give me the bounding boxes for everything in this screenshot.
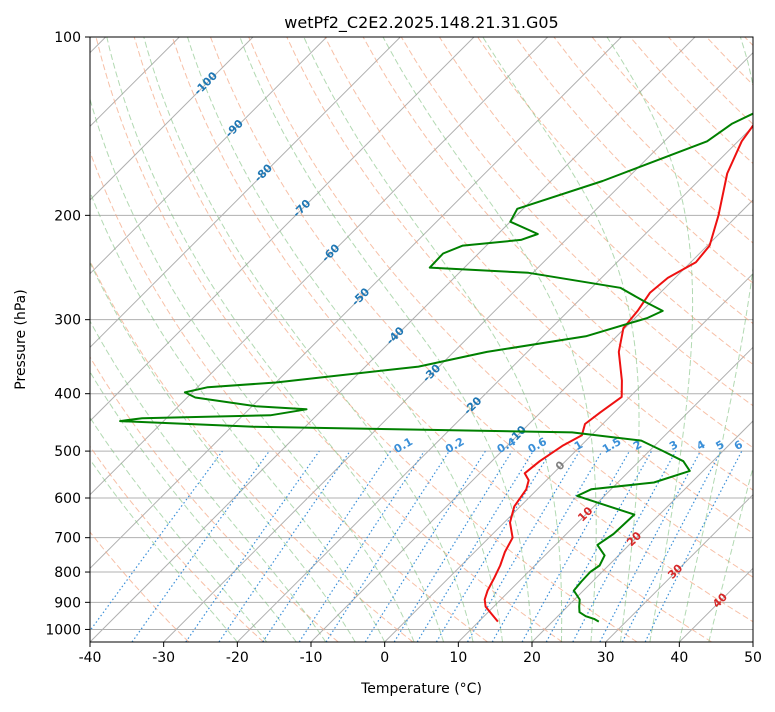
mixing-ratio-label: 0.2 xyxy=(443,435,466,456)
isotherm-gridline xyxy=(0,37,327,642)
mixing-ratio-line xyxy=(522,451,629,642)
y-tick-label: 500 xyxy=(54,444,81,460)
isotherm-gridline xyxy=(0,37,253,642)
moist-adiabat-line xyxy=(22,37,355,642)
x-tick-label: 0 xyxy=(380,650,389,666)
moist-adiabat-line xyxy=(0,37,237,642)
x-tick-label: 50 xyxy=(744,650,762,666)
y-tick-label: 300 xyxy=(54,313,81,329)
mixing-ratio-line xyxy=(263,451,391,642)
dry-adiabat-label: 40 xyxy=(710,590,730,610)
x-tick-label: 20 xyxy=(523,650,541,666)
y-tick-label: 900 xyxy=(54,595,81,611)
mixing-ratio-line xyxy=(417,451,533,642)
x-tick-label: 10 xyxy=(449,650,467,666)
dry-adiabat-line xyxy=(58,37,488,642)
mixing-ratio-label: 8 xyxy=(760,438,773,453)
isotherm-gridline xyxy=(16,37,621,642)
dry-adiabat-line xyxy=(745,37,775,642)
y-tick-label: 1000 xyxy=(45,622,81,638)
dry-adiabat-label: 10 xyxy=(575,504,595,524)
dry-adiabat-line xyxy=(592,37,775,642)
moist-adiabat-line xyxy=(607,37,693,642)
mixing-ratio-label: 0.6 xyxy=(526,435,550,456)
moist-adiabat-line xyxy=(679,37,760,642)
y-tick-label: 800 xyxy=(54,565,81,581)
x-tick-label: 40 xyxy=(670,650,688,666)
dry-adiabat-line xyxy=(0,37,338,642)
mixing-ratio-line xyxy=(82,451,223,642)
isotherm-gridline xyxy=(0,37,400,642)
mixing-ratio-label: 0.1 xyxy=(392,435,415,456)
mixing-ratio-line xyxy=(326,451,449,642)
x-tick-label: -40 xyxy=(79,650,102,666)
y-tick-label: 400 xyxy=(54,387,81,403)
dry-adiabat-label: -90 xyxy=(223,117,246,140)
y-tick-label: 600 xyxy=(54,491,81,507)
x-tick-label: -20 xyxy=(226,650,249,666)
x-tick-label: 30 xyxy=(597,650,615,666)
isotherm-gridline xyxy=(753,37,775,642)
y-tick-label: 200 xyxy=(54,208,81,224)
dry-adiabat-line xyxy=(707,37,775,642)
dry-adiabat-line xyxy=(20,37,413,642)
y-tick-label: 700 xyxy=(54,531,81,547)
plot-frame xyxy=(90,37,753,642)
y-axis-label: Pressure (hPa) xyxy=(13,289,29,389)
x-axis-label: Temperature (°C) xyxy=(360,681,482,697)
moist-adiabat-line xyxy=(304,37,562,642)
mixing-ratio-line xyxy=(468,451,580,642)
dry-adiabat-line xyxy=(668,37,775,642)
dry-adiabat-label: 30 xyxy=(665,561,685,581)
x-tick-label: -30 xyxy=(152,650,175,666)
chart-title: wetPf2_C2E2.2025.148.21.31.G05 xyxy=(284,13,558,33)
dry-adiabat-line xyxy=(0,37,264,642)
y-tick-label: 100 xyxy=(54,30,81,46)
isotherm-gridline xyxy=(164,37,769,642)
x-tick-label: -10 xyxy=(300,650,323,666)
mixing-ratio-line xyxy=(436,451,551,642)
